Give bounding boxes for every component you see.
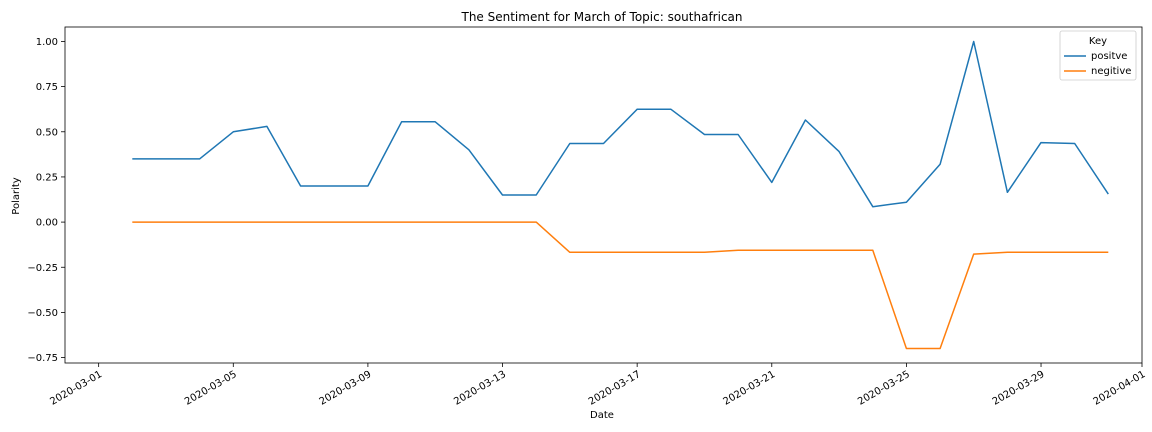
series-line-negitive <box>132 221 1109 350</box>
y-tick-label: 1.00 <box>36 37 58 48</box>
chart-title: The Sentiment for March of Topic: southa… <box>460 10 742 24</box>
y-tick-label: 0.75 <box>36 82 58 93</box>
x-tick-label: 2020-03-21 <box>721 369 777 408</box>
x-tick-label: 2020-03-05 <box>183 369 239 408</box>
legend-label-negitive: negitive <box>1091 66 1131 77</box>
x-tick-label: 2020-03-01 <box>48 369 104 408</box>
series-layer <box>132 40 1109 350</box>
legend: Key positve negitive <box>1059 30 1137 81</box>
y-tick-label: −0.75 <box>27 353 58 364</box>
y-tick-label: −0.50 <box>27 308 58 319</box>
x-tick-label: 2020-03-29 <box>991 369 1047 408</box>
y-tick-label: −0.25 <box>27 263 58 274</box>
legend-title: Key <box>1089 36 1107 47</box>
y-tick-label: 0.00 <box>36 218 58 229</box>
x-axis-label: Date <box>590 410 614 421</box>
legend-label-positve: positve <box>1091 51 1127 62</box>
y-axis: 1.00 0.75 0.50 0.25 0.00 −0.25 −0.50 −0.75 <box>27 37 65 364</box>
x-tick-label: 2020-03-25 <box>856 369 912 408</box>
x-tick-label: 2020-04-01 <box>1092 369 1148 408</box>
plot-frame <box>64 26 1143 364</box>
x-axis: 2020-03-01 2020-03-05 2020-03-09 2020-03-13… <box>48 363 1148 408</box>
x-tick-label: 2020-03-17 <box>587 369 643 408</box>
series-line-positve <box>132 40 1109 208</box>
y-tick-label: 0.50 <box>36 127 58 138</box>
y-axis-label: Polarity <box>11 177 22 215</box>
y-tick-label: 0.25 <box>36 172 58 183</box>
legend-box <box>1059 30 1137 81</box>
x-tick-label: 2020-03-13 <box>452 369 508 408</box>
x-tick-label: 2020-03-09 <box>318 369 374 408</box>
